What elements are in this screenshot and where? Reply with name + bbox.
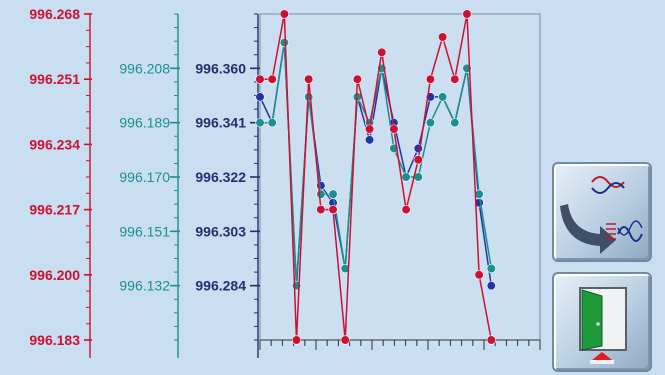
data-point bbox=[450, 118, 460, 128]
data-point bbox=[316, 189, 326, 199]
data-point bbox=[291, 335, 302, 345]
data-point bbox=[462, 9, 472, 19]
tick-label: 996.341 bbox=[195, 115, 246, 131]
tick-label: 996.303 bbox=[195, 223, 246, 239]
data-point bbox=[267, 74, 277, 84]
data-point bbox=[279, 9, 289, 19]
tick-label: 996.322 bbox=[195, 169, 246, 185]
axis-left: 996.268 996.251 996.234 996.217 996.200 996.1… bbox=[29, 6, 92, 358]
tick-label: 996.189 bbox=[119, 115, 170, 131]
data-point bbox=[255, 92, 265, 102]
data-point bbox=[267, 118, 277, 128]
tick-label: 996.234 bbox=[29, 136, 80, 152]
tick-label: 996.268 bbox=[29, 6, 80, 22]
exit-button[interactable] bbox=[552, 272, 652, 372]
data-point bbox=[316, 205, 326, 215]
tick-label: 996.217 bbox=[29, 202, 80, 218]
data-point bbox=[328, 205, 338, 215]
tick-label: 996.284 bbox=[195, 278, 246, 294]
data-point bbox=[255, 118, 265, 128]
axis-right: 996.360 996.341 996.322 996.303 996.284 bbox=[195, 13, 260, 358]
tick-label: 996.360 bbox=[195, 60, 246, 76]
data-point bbox=[486, 263, 496, 274]
data-point bbox=[425, 74, 436, 84]
tick-label: 996.251 bbox=[29, 71, 80, 87]
data-point bbox=[401, 172, 411, 182]
tick-label: 996.132 bbox=[119, 278, 170, 294]
plot-area bbox=[259, 13, 541, 341]
data-point bbox=[474, 270, 484, 280]
data-point bbox=[340, 263, 350, 274]
data-point bbox=[328, 189, 338, 199]
series-0 bbox=[255, 9, 496, 345]
switch-view-button[interactable] bbox=[552, 162, 652, 262]
data-point bbox=[413, 143, 423, 154]
data-point bbox=[413, 155, 423, 165]
tick-label: 996.200 bbox=[29, 267, 80, 283]
data-point bbox=[255, 74, 265, 84]
data-point bbox=[364, 135, 375, 145]
axis-middle: 996.208 996.189 996.170 996.151 996.132 bbox=[119, 13, 180, 358]
data-point bbox=[438, 32, 448, 42]
data-point bbox=[486, 335, 496, 345]
data-point bbox=[279, 37, 289, 48]
switch-view-icon bbox=[560, 176, 643, 254]
tick-label: 996.183 bbox=[29, 332, 80, 348]
data-point bbox=[438, 92, 448, 102]
data-point bbox=[352, 74, 362, 84]
data-point bbox=[425, 118, 436, 128]
series-line bbox=[260, 13, 493, 341]
data-point bbox=[389, 124, 399, 134]
data-point bbox=[304, 74, 314, 84]
data-point bbox=[340, 335, 350, 345]
data-point bbox=[486, 281, 496, 291]
tick-label: 996.170 bbox=[119, 169, 170, 185]
data-point bbox=[377, 47, 387, 57]
exit-door-icon bbox=[579, 287, 627, 364]
data-point bbox=[450, 74, 460, 84]
data-point bbox=[364, 124, 375, 134]
tick-label: 996.151 bbox=[119, 223, 170, 239]
data-point bbox=[401, 205, 411, 215]
tick-label: 996.208 bbox=[119, 60, 170, 76]
